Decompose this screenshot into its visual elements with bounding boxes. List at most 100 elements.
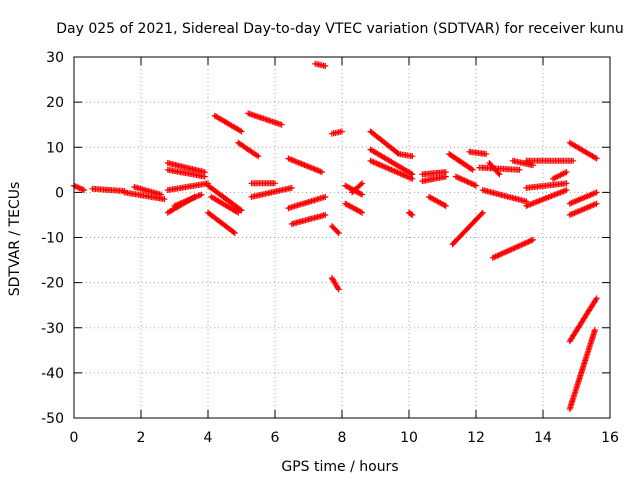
data-segment <box>342 200 366 216</box>
x-tick-label: 8 <box>338 430 347 446</box>
x-tick-label: 16 <box>601 430 619 446</box>
data-segment <box>566 200 600 218</box>
data-segment <box>466 148 490 157</box>
data-segment <box>285 193 329 212</box>
data-point-markers <box>248 184 295 200</box>
data-segment <box>164 166 208 180</box>
data-point-markers <box>342 200 366 216</box>
data-point-markers <box>312 60 329 69</box>
data-segment <box>395 151 416 160</box>
data-segment <box>328 128 345 137</box>
data-segment <box>523 180 570 191</box>
data-point-markers <box>171 191 205 209</box>
data-point-markers <box>523 180 570 191</box>
data-segment <box>406 209 416 218</box>
data-point-markers <box>367 146 416 178</box>
data-point-markers <box>245 110 285 128</box>
y-tick-label: -40 <box>41 366 64 382</box>
data-segment <box>566 327 598 412</box>
data-segment <box>523 157 577 164</box>
data-point-markers <box>328 128 345 137</box>
data-segment <box>211 112 245 135</box>
x-tick-label: 10 <box>400 430 418 446</box>
data-segment <box>566 295 600 345</box>
data-segment <box>446 151 476 173</box>
data-segment <box>235 139 262 160</box>
data-segment <box>449 209 486 248</box>
data-point-markers <box>452 173 479 189</box>
data-point-markers <box>406 209 416 218</box>
data-point-markers <box>121 189 168 203</box>
data-segment <box>248 180 278 187</box>
data-point-markers <box>486 160 503 178</box>
data-segment <box>489 236 536 261</box>
data-segment <box>367 146 416 178</box>
chart-title: Day 025 of 2021, Sidereal Day-to-day VTE… <box>56 21 624 37</box>
data-point-markers <box>566 295 600 345</box>
data-segment <box>479 187 530 205</box>
data-point-markers <box>550 169 570 182</box>
data-point-markers <box>449 209 486 248</box>
data-point-markers <box>211 112 245 135</box>
data-point-markers <box>205 182 245 214</box>
data-segment <box>328 223 342 236</box>
data-segment <box>205 182 245 214</box>
y-tick-label: 30 <box>46 50 64 66</box>
data-point-markers <box>288 211 329 227</box>
data-segment <box>419 173 449 185</box>
data-point-markers <box>235 139 262 160</box>
data-point-markers <box>426 193 449 209</box>
data-segment <box>523 187 570 209</box>
data-segment <box>208 193 242 216</box>
data-point-markers <box>509 157 536 169</box>
axis-ticks: 0 2 4 6 8 10 12 14 16 30 20 10 0 -10 -20 -30 -40 -50 <box>41 50 619 446</box>
data-segment <box>367 128 402 157</box>
data-segment <box>426 193 449 209</box>
data-segment <box>550 169 570 182</box>
data-points <box>71 60 600 412</box>
data-point-markers <box>367 128 402 157</box>
y-tick-label: -50 <box>41 411 64 427</box>
data-point-markers <box>419 169 449 178</box>
data-segment <box>566 139 600 162</box>
data-segment <box>312 60 329 69</box>
x-tick-label: 12 <box>467 430 485 446</box>
x-tick-label: 2 <box>137 430 146 446</box>
data-point-markers <box>367 157 416 182</box>
data-point-markers <box>349 180 366 196</box>
data-segment <box>285 155 325 176</box>
x-tick-label: 6 <box>271 430 280 446</box>
data-segment <box>164 160 208 176</box>
data-point-markers <box>566 327 598 412</box>
data-segment <box>367 157 416 182</box>
y-tick-label: 0 <box>55 185 64 201</box>
data-segment <box>131 184 165 198</box>
data-point-markers <box>89 185 128 194</box>
data-point-markers <box>131 184 165 198</box>
data-segment <box>509 157 536 169</box>
y-axis-title: SDTVAR / TECUs <box>7 182 23 297</box>
x-tick-label: 0 <box>70 430 79 446</box>
data-segment <box>89 185 128 194</box>
data-segment <box>566 189 600 207</box>
data-point-markers <box>479 187 530 205</box>
data-segment <box>121 189 168 203</box>
data-point-markers <box>208 193 242 216</box>
data-point-markers <box>523 157 577 164</box>
y-tick-label: -20 <box>41 276 64 292</box>
data-segment <box>419 169 449 178</box>
data-segment <box>328 275 342 293</box>
data-point-markers <box>446 151 476 173</box>
data-point-markers <box>164 180 211 194</box>
y-tick-label: -30 <box>41 321 64 337</box>
x-tick-label: 4 <box>204 430 213 446</box>
data-point-markers <box>164 166 208 180</box>
data-point-markers <box>419 173 449 185</box>
grid-lines <box>74 57 610 418</box>
data-segment <box>245 110 285 128</box>
data-segment <box>205 209 238 236</box>
data-point-markers <box>328 223 342 236</box>
data-segment <box>486 160 503 178</box>
